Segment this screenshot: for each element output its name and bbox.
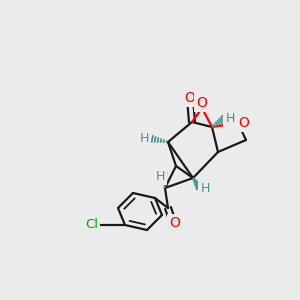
Text: O: O [238,116,249,130]
Text: Cl: Cl [85,218,98,232]
Text: H: H [139,131,149,145]
Text: O: O [196,96,207,110]
Text: H: H [200,182,210,194]
Text: H: H [225,112,235,124]
Text: H: H [155,169,165,182]
Text: O: O [169,216,180,230]
Text: O: O [184,91,195,105]
